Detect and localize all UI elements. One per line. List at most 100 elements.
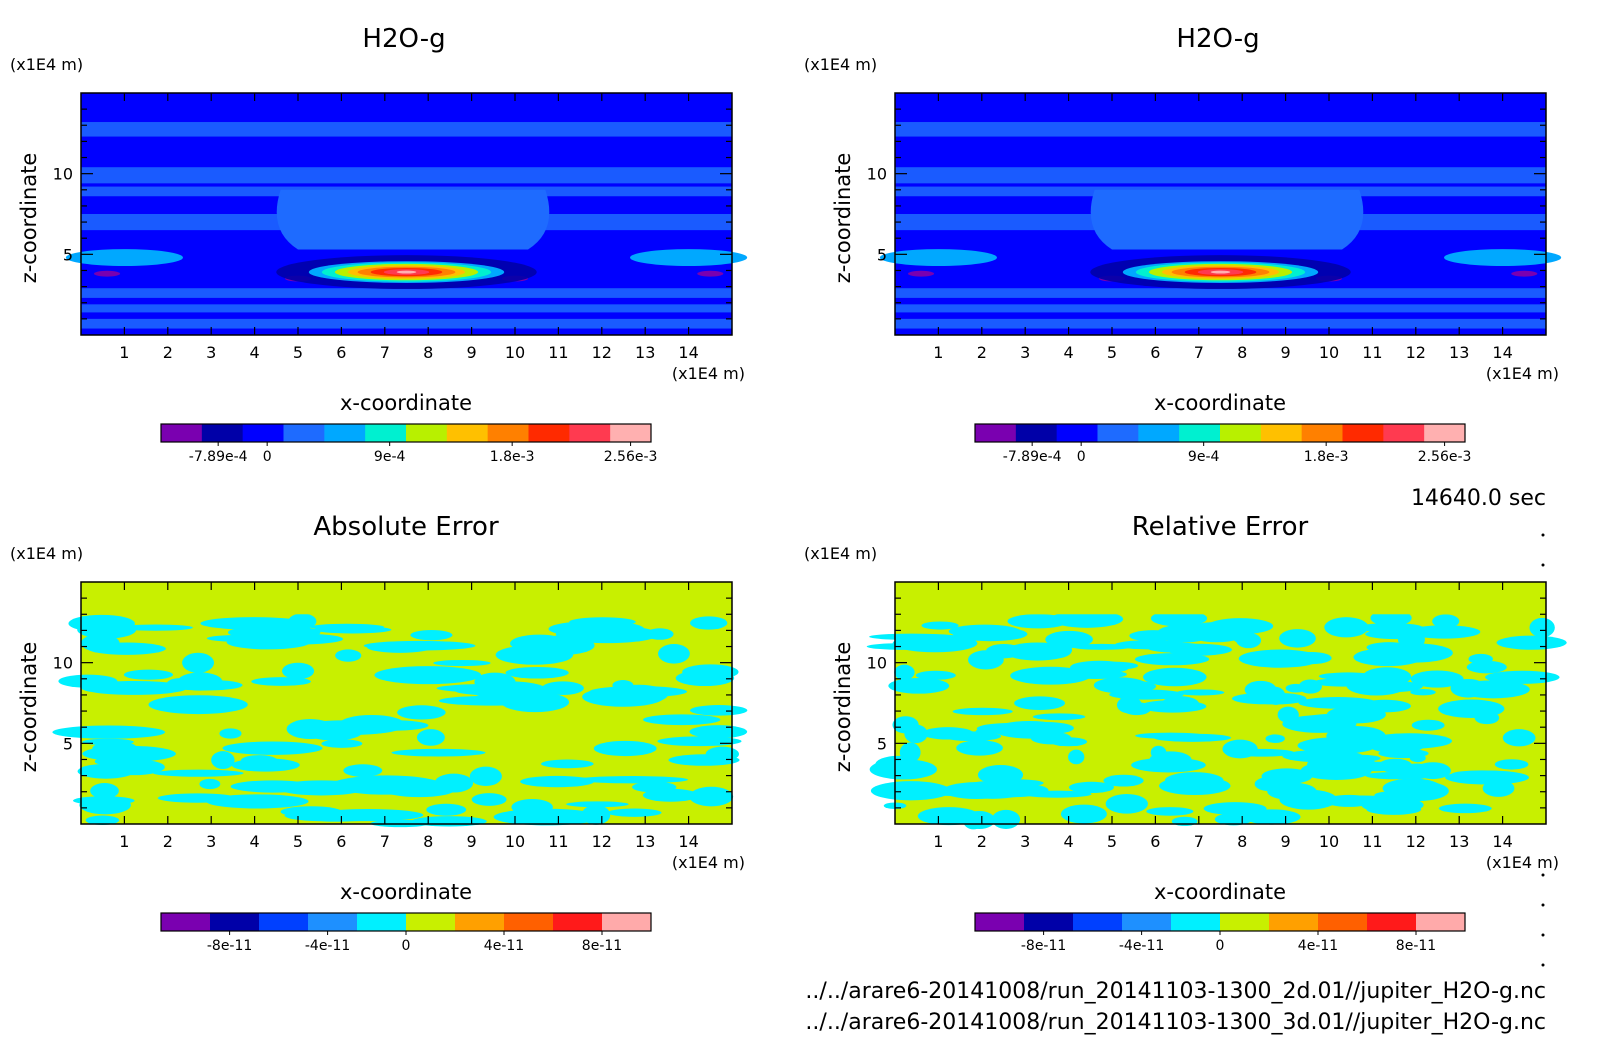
- error-blob: [657, 736, 742, 747]
- contour-field: [52, 582, 748, 828]
- colorbar-swatch: [1269, 913, 1319, 931]
- x-tick-label: 8: [423, 832, 433, 851]
- x-tick-label: 11: [1362, 832, 1382, 851]
- colorbar-swatch: [610, 424, 652, 442]
- error-blob: [1115, 684, 1145, 701]
- error-blob: [582, 686, 665, 707]
- x-tick-label: 6: [336, 343, 346, 362]
- dot-marker: [1541, 563, 1545, 567]
- error-blob: [82, 738, 134, 746]
- field-top-band: [895, 582, 1546, 615]
- x-tick-label: 4: [250, 832, 260, 851]
- error-blob: [397, 705, 446, 720]
- x-tick-label: 4: [1064, 832, 1074, 851]
- error-blob: [1476, 703, 1497, 715]
- x-tick-label: 7: [1194, 343, 1204, 362]
- error-blob: [548, 620, 645, 637]
- error-blob: [1176, 689, 1225, 696]
- error-blob: [869, 633, 955, 641]
- error-blob: [231, 758, 300, 772]
- error-blob: [956, 740, 1003, 756]
- error-blob: [607, 808, 662, 817]
- error-blob: [1050, 737, 1088, 747]
- error-blob: [1410, 670, 1464, 688]
- error-blob: [1143, 667, 1207, 687]
- colorbar-label: -8e-11: [1021, 938, 1066, 954]
- y-unit-label: (x1E4 m): [804, 544, 877, 563]
- colorbar-label: -4e-11: [305, 938, 350, 954]
- colorbar-swatch: [602, 913, 652, 931]
- colorbar-label: 1.8e-3: [490, 449, 535, 465]
- contour-band: [81, 318, 732, 329]
- error-blob: [917, 788, 1001, 796]
- x-tick-label: 12: [1406, 343, 1426, 362]
- error-blob: [1279, 629, 1316, 648]
- plot-frame: [894, 581, 1547, 825]
- error-blob: [1116, 696, 1142, 714]
- colorbar-swatch: [308, 913, 358, 931]
- colorbar-frame: [160, 423, 652, 443]
- error-blob: [1231, 748, 1295, 757]
- x-tick-label: 12: [592, 832, 612, 851]
- colorbar-label: 9e-4: [374, 449, 406, 465]
- panel-title: Relative Error: [1132, 512, 1309, 542]
- colorbar-swatch: [161, 913, 211, 931]
- colorbar-label: 0: [263, 449, 272, 465]
- colorbar-label: 9e-4: [1188, 449, 1220, 465]
- error-blob: [1324, 794, 1374, 807]
- colorbar-swatch: [1342, 424, 1384, 442]
- colorbar: -7.89e-4 0 9e-4 1.8e-3 2.56e-3: [974, 423, 1471, 465]
- colorbar-swatch: [1138, 424, 1180, 442]
- error-blob: [963, 812, 984, 830]
- contour-band: [895, 122, 1546, 137]
- time-label: 14640.0 sec: [1411, 486, 1546, 511]
- y-tick-label: 10: [53, 165, 73, 184]
- error-blob: [288, 613, 317, 630]
- colorbar-label: 0: [402, 938, 411, 954]
- x-tick-label: 2: [163, 832, 173, 851]
- error-blob: [410, 629, 453, 641]
- colorbar-label: 8e-11: [1396, 938, 1436, 954]
- x-tick-label: 13: [635, 832, 655, 851]
- y-tick-label: 10: [867, 165, 887, 184]
- error-blob: [426, 803, 467, 816]
- contour-lobe: [630, 249, 748, 267]
- error-blob: [566, 801, 629, 808]
- error-blob: [915, 670, 956, 680]
- error-blob: [632, 781, 677, 793]
- x-tick-label: 12: [1406, 832, 1426, 851]
- error-blob: [869, 759, 938, 780]
- error-blob: [1346, 675, 1407, 696]
- colorbar-swatch: [504, 913, 554, 931]
- x-tick-label: 5: [293, 832, 303, 851]
- colorbar-label: 4e-11: [1298, 938, 1338, 954]
- error-blob: [1466, 660, 1507, 674]
- error-blob: [991, 809, 1021, 829]
- y-tick-label: 5: [63, 245, 73, 264]
- colorbar-label: 4e-11: [484, 938, 524, 954]
- plot-frame: [80, 92, 733, 336]
- dot-marker: [1541, 873, 1545, 877]
- contour-ring: [1210, 270, 1231, 274]
- error-blob: [85, 815, 120, 825]
- error-blob: [1022, 790, 1092, 798]
- error-blob: [1291, 652, 1332, 665]
- error-blob: [1146, 807, 1194, 816]
- colorbar-swatch: [569, 424, 611, 442]
- error-blob: [1324, 617, 1369, 638]
- x-tick-label: 7: [1194, 832, 1204, 851]
- error-blob: [335, 649, 362, 662]
- error-blob: [298, 720, 398, 736]
- error-blob: [705, 746, 740, 762]
- error-blob: [1105, 793, 1148, 814]
- error-blob: [1411, 719, 1445, 731]
- error-blob: [321, 739, 363, 748]
- x-tick-label: 14: [1492, 832, 1512, 851]
- error-blob: [1408, 625, 1481, 639]
- error-blob: [469, 766, 502, 787]
- error-blob: [455, 686, 561, 696]
- error-blob: [977, 765, 1024, 785]
- colorbar-swatch: [446, 424, 489, 442]
- dot-markers: [1541, 533, 1545, 967]
